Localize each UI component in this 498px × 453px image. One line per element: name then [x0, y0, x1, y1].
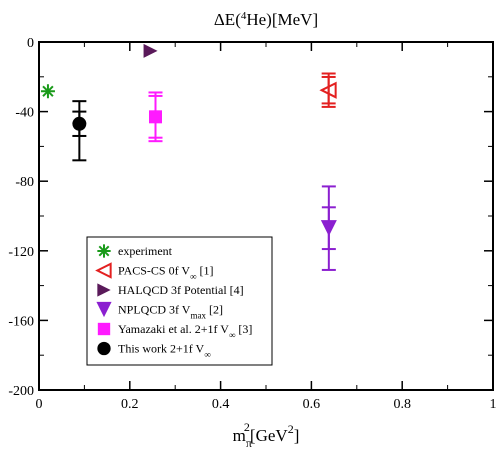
legend-label: Yamazaki et al. 2+1f V∞ [3] [118, 322, 252, 340]
x-tick-label: 0 [36, 397, 43, 412]
legend-label-part: ∞ [204, 350, 210, 360]
x-axis-label-part: π [246, 436, 252, 450]
legend-marker-shape [97, 283, 111, 297]
legend-label-part: ∞ [190, 272, 196, 282]
legend-label: PACS-CS 0f V∞ [1] [118, 264, 213, 282]
chart-title-part: ΔE( [214, 10, 241, 29]
y-tick-label: -40 [15, 106, 34, 121]
data-point [143, 43, 158, 58]
x-tick-label: 1 [490, 397, 497, 412]
legend-marker [97, 341, 111, 356]
legend-marker-stroke [98, 245, 110, 257]
y-tick-label: 0 [27, 36, 34, 51]
x-tick-label: 0.2 [121, 397, 139, 412]
y-tick-label: -80 [15, 175, 34, 190]
legend-label: NPLQCD 3f Vmax [2] [118, 303, 223, 321]
legend-marker-shape [97, 341, 111, 356]
y-tick-label: -160 [8, 314, 34, 329]
legend-label-part: NPLQCD 3f V [118, 303, 191, 317]
legend-label: This work 2+1f V∞ [118, 342, 211, 360]
y-tick-label: -120 [8, 245, 34, 260]
data-point [40, 84, 55, 99]
data-point-shape [319, 81, 337, 99]
legend-label-part: This work 2+1f V [118, 342, 205, 356]
x-axis-label-part: 2 [244, 420, 250, 434]
data-point [320, 220, 337, 237]
x-axis-label: mπ 2[GeV2] [233, 420, 300, 450]
legend-label-part: [1] [196, 264, 213, 278]
chart-title: ΔE(4He)[MeV] [214, 10, 318, 29]
data-point [319, 81, 337, 99]
chart-title-part: He)[MeV] [246, 10, 318, 29]
data-point-stroke [42, 85, 54, 97]
legend-marker [97, 322, 111, 336]
data-point-shape [143, 43, 158, 58]
legend-label-part: max [190, 311, 206, 321]
legend-label-part: ∞ [229, 330, 235, 340]
legend-label-part: [2] [206, 303, 223, 317]
data-point-shape [320, 220, 337, 237]
legend-marker-shape [96, 301, 112, 318]
legend-marker [96, 301, 112, 318]
x-tick-label: 0.4 [212, 397, 230, 412]
legend-marker-shape [97, 322, 111, 336]
data-point-shape [72, 116, 87, 131]
x-tick-label: 0.8 [393, 397, 411, 412]
legend-label-part: HALQCD 3f Potential [4] [118, 283, 244, 297]
legend-marker [97, 244, 111, 258]
y-tick-label: -200 [8, 384, 34, 399]
legend-marker-shape [95, 262, 112, 279]
legend-label-part: PACS-CS 0f V [118, 264, 190, 278]
data-point [148, 110, 162, 124]
legend-marker [97, 283, 111, 297]
legend-box [86, 236, 273, 366]
x-axis-label-part: 2 [288, 422, 294, 436]
data-point [72, 116, 87, 131]
x-tick-label: 0.6 [303, 397, 321, 412]
data-point-shape [148, 110, 162, 124]
x-axis-label-part: m [233, 426, 246, 445]
legend-label-part: [3] [235, 322, 252, 336]
legend-label: HALQCD 3f Potential [4] [118, 283, 244, 297]
chart-title-part: 4 [241, 10, 247, 22]
x-axis-label-part: [GeV [250, 426, 288, 445]
legend-label-part: Yamazaki et al. 2+1f V [118, 322, 229, 336]
legend-label: experiment [118, 244, 173, 258]
legend-marker [95, 262, 112, 279]
x-axis-label-part: ] [294, 426, 300, 445]
